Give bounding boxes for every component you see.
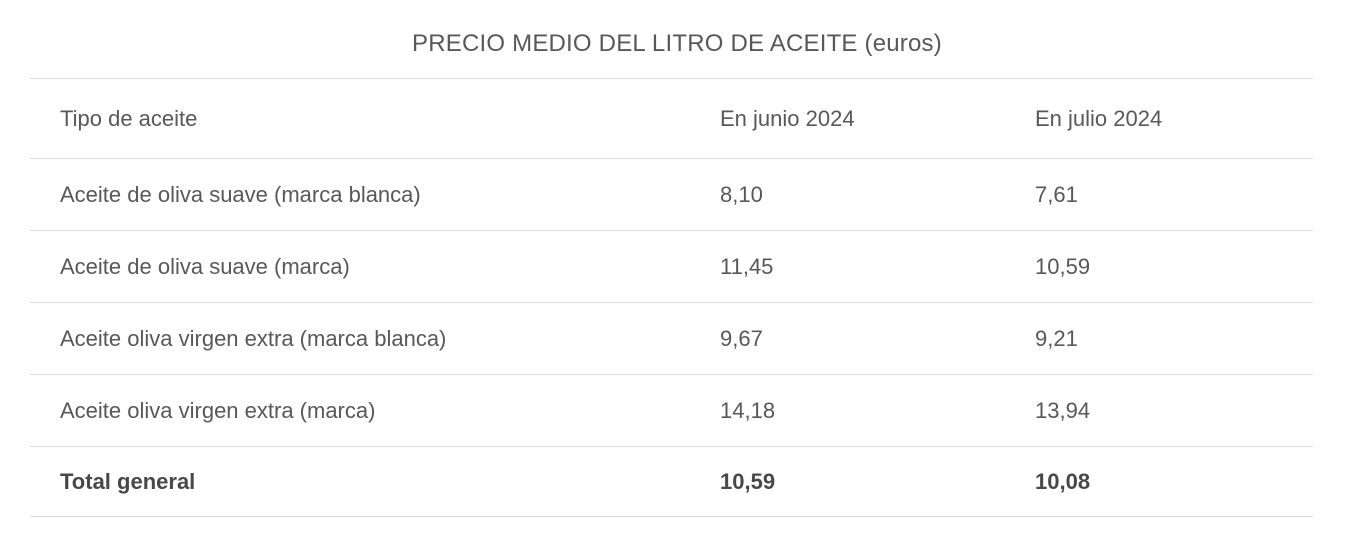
total-junio-cell: 10,59 xyxy=(720,468,776,494)
table-row: Aceite de oliva suave (marca blanca) 8,1… xyxy=(30,159,1313,231)
col-header-junio-2024: En junio 2024 xyxy=(720,105,855,131)
price-table: Tipo de aceite En junio 2024 En julio 20… xyxy=(30,78,1313,517)
price-junio-cell: 8,10 xyxy=(720,181,763,207)
table-body: Aceite de oliva suave (marca blanca) 8,1… xyxy=(30,159,1313,517)
row-label: Aceite oliva virgen extra (marca blanca) xyxy=(60,325,447,351)
price-julio-cell: 10,59 xyxy=(1035,253,1091,279)
price-julio-cell: 9,21 xyxy=(1035,325,1078,351)
price-junio-cell: 9,67 xyxy=(720,325,763,351)
total-julio-cell: 10,08 xyxy=(1035,468,1091,494)
price-julio-cell: 13,94 xyxy=(1035,397,1091,423)
row-label: Aceite oliva virgen extra (marca) xyxy=(60,397,376,423)
table-row: Aceite de oliva suave (marca) 11,45 10,5… xyxy=(30,231,1313,303)
row-label: Aceite de oliva suave (marca) xyxy=(60,253,350,279)
price-junio-cell: 14,18 xyxy=(720,397,776,423)
page-title: PRECIO MEDIO DEL LITRO DE ACEITE (euros) xyxy=(412,30,942,57)
total-label: Total general xyxy=(60,468,196,494)
header-row: Tipo de aceite En junio 2024 En julio 20… xyxy=(30,78,1313,159)
table-header: Tipo de aceite En junio 2024 En julio 20… xyxy=(30,78,1313,159)
row-label: Aceite de oliva suave (marca blanca) xyxy=(60,181,421,207)
col-header-tipo-de-aceite: Tipo de aceite xyxy=(60,105,198,131)
price-junio-cell: 11,45 xyxy=(720,253,774,279)
table-row: Aceite oliva virgen extra (marca blanca)… xyxy=(30,303,1313,375)
table-row: Aceite oliva virgen extra (marca) 14,18 … xyxy=(30,375,1313,447)
col-header-julio-2024: En julio 2024 xyxy=(1035,105,1163,131)
total-row: Total general 10,59 10,08 xyxy=(30,447,1313,517)
price-julio-cell: 7,61 xyxy=(1035,181,1078,207)
